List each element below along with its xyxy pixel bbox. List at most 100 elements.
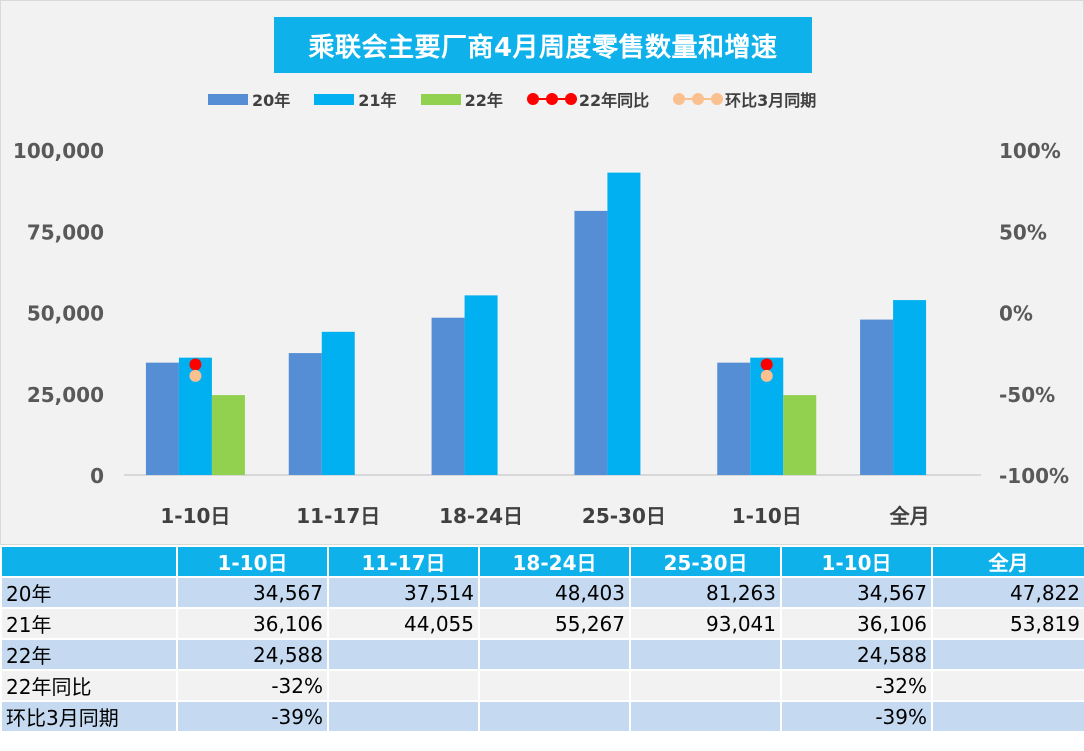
legend-swatch-22: [420, 93, 461, 105]
point-环比3月同期-4: [760, 369, 773, 382]
y-left-tick-label: 75,000: [27, 220, 104, 244]
point-22年同比-0: [189, 358, 202, 371]
bar-22年-0: [211, 395, 245, 475]
table-cell: [478, 700, 631, 733]
legend-label-21: 21年: [358, 91, 397, 110]
table-cell: [327, 669, 480, 702]
table-row: 环比3月同期 -39% -39%: [0, 700, 1084, 733]
bar-20年-2: [431, 317, 465, 475]
legend-marker-mom: [673, 92, 724, 106]
y-left-tick-label: 0: [90, 464, 104, 488]
x-tick-label: 全月: [889, 504, 930, 528]
table-header-cell: 11-17日: [327, 545, 480, 578]
y-left-tick-label: 100,000: [13, 139, 104, 163]
bar-21年-2: [464, 295, 498, 475]
table-cell: -39%: [780, 700, 933, 733]
table-cell: [931, 700, 1084, 733]
bar-20年-0: [145, 362, 179, 475]
table-cell: 44,055: [327, 607, 480, 640]
table-row: 20年 34,567 37,514 48,403 81,263 34,567 47,822: [0, 576, 1084, 609]
table-header-cell: 全月: [931, 545, 1084, 578]
x-tick-label: 1-10日: [732, 504, 802, 528]
table-cell: 48,403: [478, 576, 631, 609]
legend-item-21: 21年: [314, 87, 397, 111]
legend-label-yoy: 22年同比: [578, 91, 650, 110]
table-cell: [931, 638, 1084, 671]
y-right-tick-label: 100%: [999, 139, 1061, 163]
y-left-tick-label: 50,000: [27, 302, 104, 326]
table-cell: 37,514: [327, 576, 480, 609]
table-row-label: 20年: [0, 576, 178, 609]
legend-item-mom: 环比3月同期: [673, 87, 816, 111]
x-tick-label: 18-24日: [439, 504, 523, 528]
table-cell: [478, 638, 631, 671]
table-row-label: 22年: [0, 638, 178, 671]
chart-title: 乘联会主要厂商4月周度零售数量和增速: [274, 17, 812, 73]
legend-swatch-21: [314, 93, 355, 105]
table-cell: [327, 700, 480, 733]
legend-item-yoy: 22年同比: [526, 87, 650, 111]
bar-22年-4: [783, 395, 817, 475]
table-header-cell: 25-30日: [629, 545, 782, 578]
table-header-cell: 1-10日: [780, 545, 933, 578]
legend-item-22: 22年: [420, 87, 503, 111]
table-cell: -39%: [176, 700, 329, 733]
table-cell: 55,267: [478, 607, 631, 640]
bar-20年-1: [288, 353, 322, 475]
chart-plot: 0 25,000 50,000 75,000 100,000 -100% -50% 0% 50%…: [13, 139, 1069, 528]
legend-label-20: 20年: [252, 91, 291, 110]
table-cell: -32%: [176, 669, 329, 702]
table-cell: [327, 638, 480, 671]
table-header-cell: [0, 545, 178, 578]
table-header-cell: 18-24日: [478, 545, 631, 578]
x-tick-label: 11-17日: [296, 504, 380, 528]
bar-21年-3: [607, 172, 641, 475]
y-right-tick-label: 50%: [999, 220, 1047, 244]
table-cell: 24,588: [176, 638, 329, 671]
table-header-cell: 1-10日: [176, 545, 329, 578]
table-cell: 34,567: [780, 576, 933, 609]
bar-21年-1: [321, 331, 355, 475]
table-cell: [629, 638, 782, 671]
table-cell: -32%: [780, 669, 933, 702]
table-cell: 36,106: [176, 607, 329, 640]
table-cell: [629, 700, 782, 733]
table-cell: 81,263: [629, 576, 782, 609]
x-tick-label: 1-10日: [160, 504, 230, 528]
chart-legend: 20年 21年 22年 22年同比 环比3月: [208, 87, 840, 111]
table-cell: 36,106: [780, 607, 933, 640]
table-cell: [478, 669, 631, 702]
bar-20年-4: [717, 362, 751, 475]
bar-20年-5: [860, 319, 894, 475]
bar-21年-5: [893, 300, 927, 475]
point-环比3月同期-0: [189, 369, 202, 382]
table-row-label: 环比3月同期: [0, 700, 178, 733]
table-header-row: 1-10日 11-17日 18-24日 25-30日 1-10日 全月: [0, 545, 1084, 578]
table-cell: [629, 669, 782, 702]
table-cell: 93,041: [629, 607, 782, 640]
legend-item-20: 20年: [208, 87, 290, 111]
table-row: 21年 36,106 44,055 55,267 93,041 36,106 53,819: [0, 607, 1084, 640]
table-row-label: 21年: [0, 607, 178, 640]
table-cell: 24,588: [780, 638, 933, 671]
point-22年同比-4: [760, 358, 773, 371]
table-row: 22年同比 -32% -32%: [0, 669, 1084, 702]
table-cell: [931, 669, 1084, 702]
chart-area: 乘联会主要厂商4月周度零售数量和增速 20年 21年 22年 22年同比: [0, 0, 1084, 545]
data-table: 1-10日 11-17日 18-24日 25-30日 1-10日 全月 20年 34,567 3…: [0, 545, 1084, 733]
y-right-tick-label: -50%: [999, 383, 1055, 407]
legend-swatch-20: [208, 93, 248, 105]
table-row-label: 22年同比: [0, 669, 178, 702]
y-right-tick-label: 0%: [999, 302, 1033, 326]
y-right-tick-label: -100%: [999, 464, 1069, 488]
legend-label-22: 22年: [464, 91, 503, 110]
table-cell: 53,819: [931, 607, 1084, 640]
legend-label-mom: 环比3月同期: [725, 91, 817, 110]
legend-marker-yoy: [526, 92, 577, 106]
y-left-tick-label: 25,000: [27, 383, 104, 407]
table-cell: 34,567: [176, 576, 329, 609]
x-tick-label: 25-30日: [582, 504, 666, 528]
table-cell: 47,822: [931, 576, 1084, 609]
bar-20年-3: [574, 210, 608, 475]
table-row: 22年 24,588 24,588: [0, 638, 1084, 671]
